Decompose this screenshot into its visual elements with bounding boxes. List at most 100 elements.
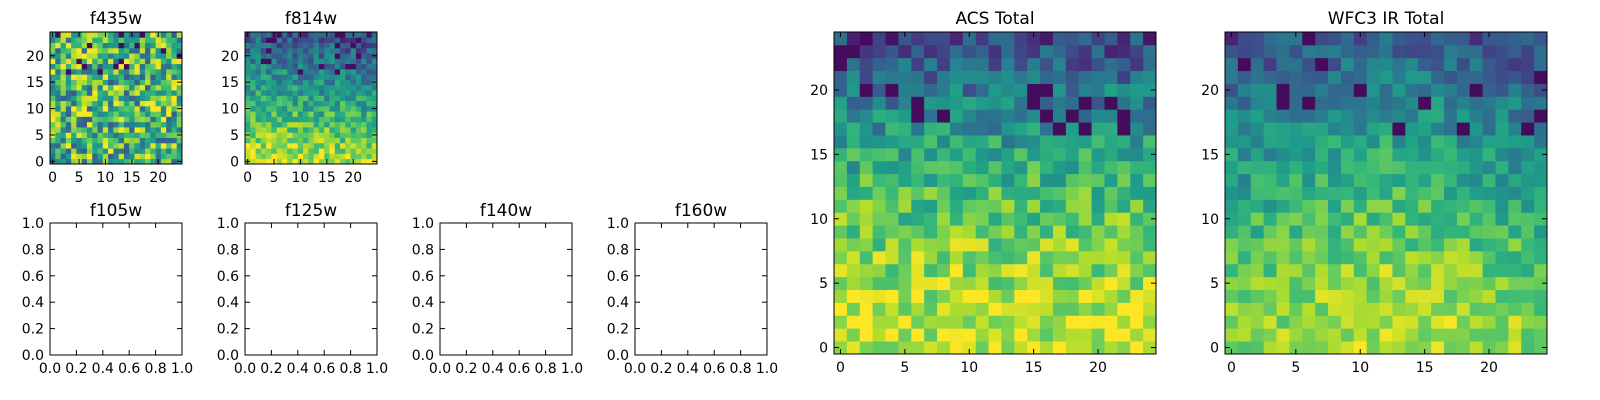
heatmap-cell (92, 79, 98, 86)
heatmap-cell (1001, 135, 1015, 149)
heatmap-cell (171, 32, 178, 38)
heatmap-cell (949, 57, 964, 72)
heatmap-cell (166, 137, 172, 144)
heatmap-cell (1482, 160, 1496, 175)
heatmap-cell (1315, 173, 1329, 187)
heatmap-cell (1276, 328, 1290, 342)
heatmap-cell (324, 79, 330, 86)
heatmap-cell (329, 142, 336, 149)
heatmap-cell (118, 32, 125, 38)
heatmap-cell (123, 132, 130, 138)
heatmap-cell (1379, 315, 1393, 329)
heatmap-cell (171, 63, 178, 70)
heatmap-cell (334, 32, 341, 38)
heatmap-cell (255, 32, 262, 38)
heatmap-cell (60, 137, 67, 144)
heatmap-cell (1315, 44, 1329, 59)
heatmap-cell (139, 90, 146, 96)
heatmap-cell (1418, 302, 1432, 316)
heatmap-cell (350, 127, 357, 133)
heatmap-cell (898, 135, 912, 149)
heatmap-cell (55, 42, 61, 49)
heatmap-cell (160, 127, 167, 133)
heatmap-cell (276, 68, 283, 75)
heatmap-cell (86, 100, 93, 107)
y-tick-label: 0.2 (217, 322, 239, 338)
heatmap-cell (118, 58, 125, 65)
heatmap-cell (859, 199, 874, 213)
heatmap-cell (255, 47, 262, 54)
heatmap-cell (276, 74, 283, 80)
heatmap-cell (166, 95, 172, 102)
heatmap-cell (1508, 263, 1522, 278)
x-tick-label: 0 (836, 360, 845, 376)
heatmap-cell (113, 111, 120, 117)
heatmap-cell (924, 289, 938, 303)
heatmap-cell (324, 132, 330, 138)
heatmap-cell (139, 42, 146, 49)
x-axis: 0.0 0.2 0.4 0.6 0.8 1.0 (624, 223, 778, 377)
heatmap-cell (118, 142, 125, 149)
x-tick-label: 0.6 (703, 361, 725, 377)
heatmap-cell (340, 74, 346, 80)
heatmap-cell (1340, 70, 1355, 84)
heatmap-cell (1078, 32, 1092, 46)
heatmap-cell (1276, 341, 1290, 355)
heatmap-cell (350, 42, 357, 49)
heatmap-cell (345, 105, 351, 112)
heatmap-cell (276, 142, 283, 149)
heatmap-cell (139, 142, 146, 149)
heatmap-cell (355, 105, 362, 112)
heatmap-cell (1340, 135, 1355, 149)
heatmap-cell (355, 137, 362, 144)
heatmap-cell (1263, 135, 1277, 149)
heatmap-cell (1431, 302, 1445, 316)
heatmap-cell (81, 95, 88, 102)
heatmap-cell (113, 132, 120, 138)
heatmap-cell (292, 116, 299, 123)
heatmap-cell (975, 212, 989, 226)
heatmap-cell (1289, 289, 1303, 303)
heatmap-cell (281, 121, 288, 128)
heatmap-cell (1001, 276, 1015, 290)
heatmap-cell (988, 70, 1002, 84)
heatmap-cell (1328, 315, 1342, 329)
heatmap-cell (1250, 135, 1265, 149)
heatmap-cell (76, 68, 83, 75)
heatmap-cell (924, 302, 938, 316)
x-tick-label: 0.8 (729, 361, 751, 377)
heatmap-cell (1091, 328, 1105, 342)
heatmap-cell (1078, 70, 1092, 84)
x-tick-label: 0.8 (144, 361, 166, 377)
heatmap-cell (123, 127, 130, 133)
heatmap-cell (108, 137, 114, 144)
heatmap-cell (281, 95, 288, 102)
heatmap-cell (1340, 302, 1355, 316)
heatmap-cell (113, 105, 120, 112)
heatmap-cell (1276, 122, 1290, 136)
heatmap-cell (1418, 122, 1432, 136)
heatmap-cell (50, 95, 56, 102)
heatmap-cell (1117, 212, 1131, 226)
heatmap-cell (86, 79, 93, 86)
heatmap-cell (1366, 199, 1380, 213)
heatmap-cell (271, 132, 278, 138)
heatmap-cell (1225, 135, 1239, 149)
heatmap-cell (1237, 263, 1252, 278)
heatmap-cell (885, 225, 899, 239)
heatmap-cell (1366, 44, 1380, 59)
heatmap-cell (1225, 263, 1239, 278)
heatmap-cell (1091, 70, 1105, 84)
heatmap-cell (308, 68, 315, 75)
heatmap-cell (1225, 328, 1239, 342)
heatmap-cell (1443, 70, 1458, 84)
heatmap-cell (145, 95, 151, 102)
heatmap-cell (937, 250, 951, 265)
heatmap-cell (297, 121, 304, 128)
heatmap-cell (245, 100, 251, 107)
heatmap-cell (71, 37, 77, 43)
heatmap-cell (1443, 263, 1458, 278)
heatmap-cell (92, 84, 98, 91)
heatmap-cell (1250, 109, 1265, 123)
heatmap-cell (1315, 238, 1329, 252)
